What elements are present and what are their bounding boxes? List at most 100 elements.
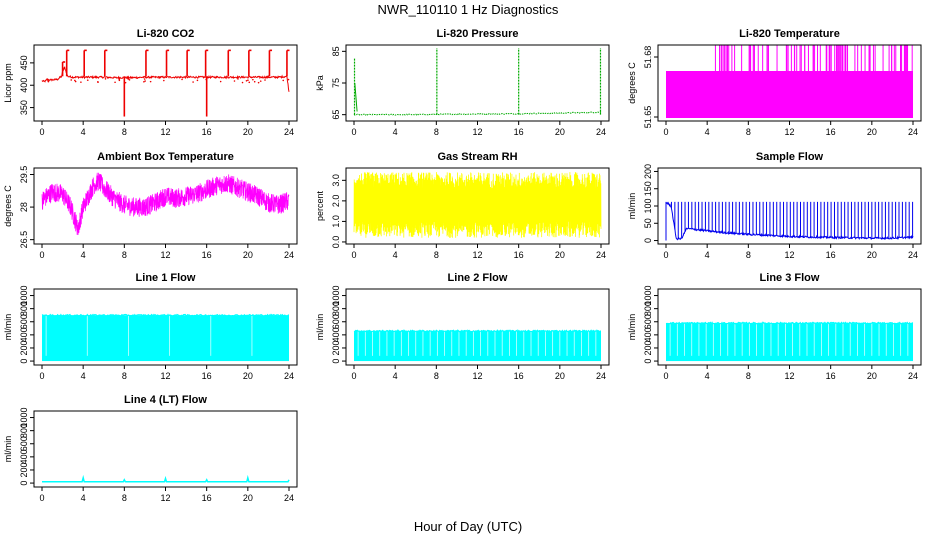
li820temp-xtick-label: 4 — [705, 127, 710, 137]
pressure-xtick-label: 24 — [596, 127, 606, 137]
pressure-ytick-label: 85 — [331, 46, 341, 56]
line2-ytick-label: 600 — [331, 314, 341, 329]
li820temp-xtick-label: 16 — [826, 127, 836, 137]
line3-xtick-label: 12 — [784, 371, 794, 381]
line2-xtick-label: 20 — [555, 371, 565, 381]
co2-point — [143, 80, 145, 83]
co2-xtick-label: 24 — [284, 127, 294, 137]
co2-title: Li-820 CO2 — [137, 28, 194, 40]
line3-plot — [665, 321, 914, 362]
li820temp-ytick-label: 51.65 — [643, 106, 653, 129]
co2-point — [241, 81, 244, 84]
co2-xtick-label: 20 — [243, 127, 253, 137]
line4-xtick-label: 20 — [243, 493, 253, 503]
ambient-xtick-label: 8 — [122, 250, 127, 260]
sampleflow-ylabel: ml/min — [627, 193, 637, 220]
rh-plot — [353, 172, 602, 238]
pressure-title: Li-820 Pressure — [437, 28, 519, 40]
ambient-xtick-label: 20 — [243, 250, 253, 260]
sampleflow-ytick-label: 0 — [643, 238, 653, 243]
rh-xtick-label: 16 — [514, 250, 524, 260]
li820temp-xtick-label: 20 — [867, 127, 877, 137]
line1-xtick-label: 20 — [243, 371, 253, 381]
line2-xtick-label: 4 — [393, 371, 398, 381]
co2-point — [245, 79, 248, 82]
line4-ytick-label: 600 — [19, 436, 29, 451]
line2-xtick-label: 8 — [434, 371, 439, 381]
line2-ytick-label: 400 — [331, 327, 341, 342]
pressure-plot — [353, 48, 602, 116]
co2-point — [128, 79, 131, 81]
li820temp-plot — [666, 45, 913, 118]
rh-xtick-label: 8 — [434, 250, 439, 260]
pressure-ytick-label: 75 — [331, 78, 341, 88]
line3-ylabel: ml/min — [627, 314, 637, 341]
rh-xtick-label: 0 — [351, 250, 356, 260]
line1-ytick-label: 1000 — [19, 286, 29, 306]
co2-point — [127, 78, 130, 80]
rh-ytick-label: 2.0 — [331, 195, 341, 208]
li820temp-band — [666, 71, 913, 118]
ambient-frame — [33, 167, 298, 245]
line1-xtick-label: 16 — [202, 371, 212, 381]
line2-ytick-label: 800 — [331, 301, 341, 316]
sampleflow-xtick-label: 24 — [908, 250, 918, 260]
li820temp-title: Li-820 Temperature — [739, 28, 840, 40]
co2-point — [181, 78, 183, 81]
co2-point — [253, 80, 256, 83]
co2-plot — [41, 49, 290, 117]
co2-point — [97, 80, 99, 83]
line3-ytick-label: 0 — [643, 359, 653, 364]
co2-point — [86, 79, 89, 81]
line1-ytick-label: 200 — [19, 340, 29, 355]
figure-title: NWR_110110 1 Hz Diagnostics — [378, 2, 559, 17]
ambient-ylabel: degrees C — [3, 185, 13, 227]
line2-ytick-label: 0 — [331, 359, 341, 364]
line1-xtick-label: 8 — [122, 371, 127, 381]
co2-point — [104, 78, 107, 80]
rh-ytick-label: 3.0 — [331, 174, 341, 187]
sampleflow-ytick-label: 50 — [643, 218, 653, 228]
li820temp-panel: Li-820 Temperature 0 4 8 12 16 20 24 51.65 51.68 d… — [627, 28, 922, 137]
line3-band — [666, 323, 913, 362]
pressure-xtick-label: 0 — [351, 127, 356, 137]
line2-ytick-label: 1000 — [331, 286, 341, 306]
line1-ytick-label: 400 — [19, 327, 29, 342]
co2-point — [233, 80, 236, 82]
co2-ylabel: Licor ppm — [3, 63, 13, 103]
rh-ytick-label: 1.0 — [331, 215, 341, 228]
line4-xtick-label: 0 — [39, 493, 44, 503]
line2-xtick-label: 16 — [514, 371, 524, 381]
line3-xtick-label: 0 — [663, 371, 668, 381]
co2-point — [118, 78, 121, 81]
sampleflow-ytick-label: 150 — [643, 181, 653, 196]
rh-xtick-label: 20 — [555, 250, 565, 260]
line1-xtick-label: 12 — [160, 371, 170, 381]
li820temp-xtick-label: 0 — [663, 127, 668, 137]
line2-band — [354, 330, 601, 362]
co2-point — [114, 81, 116, 84]
co2-point — [124, 81, 127, 84]
co2-point — [257, 81, 260, 84]
line4-xtick-label: 12 — [160, 493, 170, 503]
line3-ytick-label: 400 — [643, 327, 653, 342]
line1-ytick-label: 0 — [19, 359, 29, 364]
pressure-xtick-label: 12 — [472, 127, 482, 137]
line2-title: Line 2 Flow — [448, 272, 508, 284]
line4-xtick-label: 4 — [81, 493, 86, 503]
line4-panel: Line 4 (LT) Flow 0 4 8 12 16 20 24 0 200400600800… — [3, 394, 298, 503]
line4-xtick-label: 16 — [202, 493, 212, 503]
rh-ylabel: percent — [315, 190, 325, 221]
sampleflow-xtick-label: 4 — [705, 250, 710, 260]
line3-ytick-label: 800 — [643, 301, 653, 316]
line2-xtick-label: 24 — [596, 371, 606, 381]
sampleflow-xtick-label: 12 — [784, 250, 794, 260]
line1-xtick-label: 24 — [284, 371, 294, 381]
sampleflow-ytick-label: 200 — [643, 164, 653, 179]
pressure-ylabel: kPa — [315, 75, 325, 91]
line4-frame — [33, 410, 298, 488]
